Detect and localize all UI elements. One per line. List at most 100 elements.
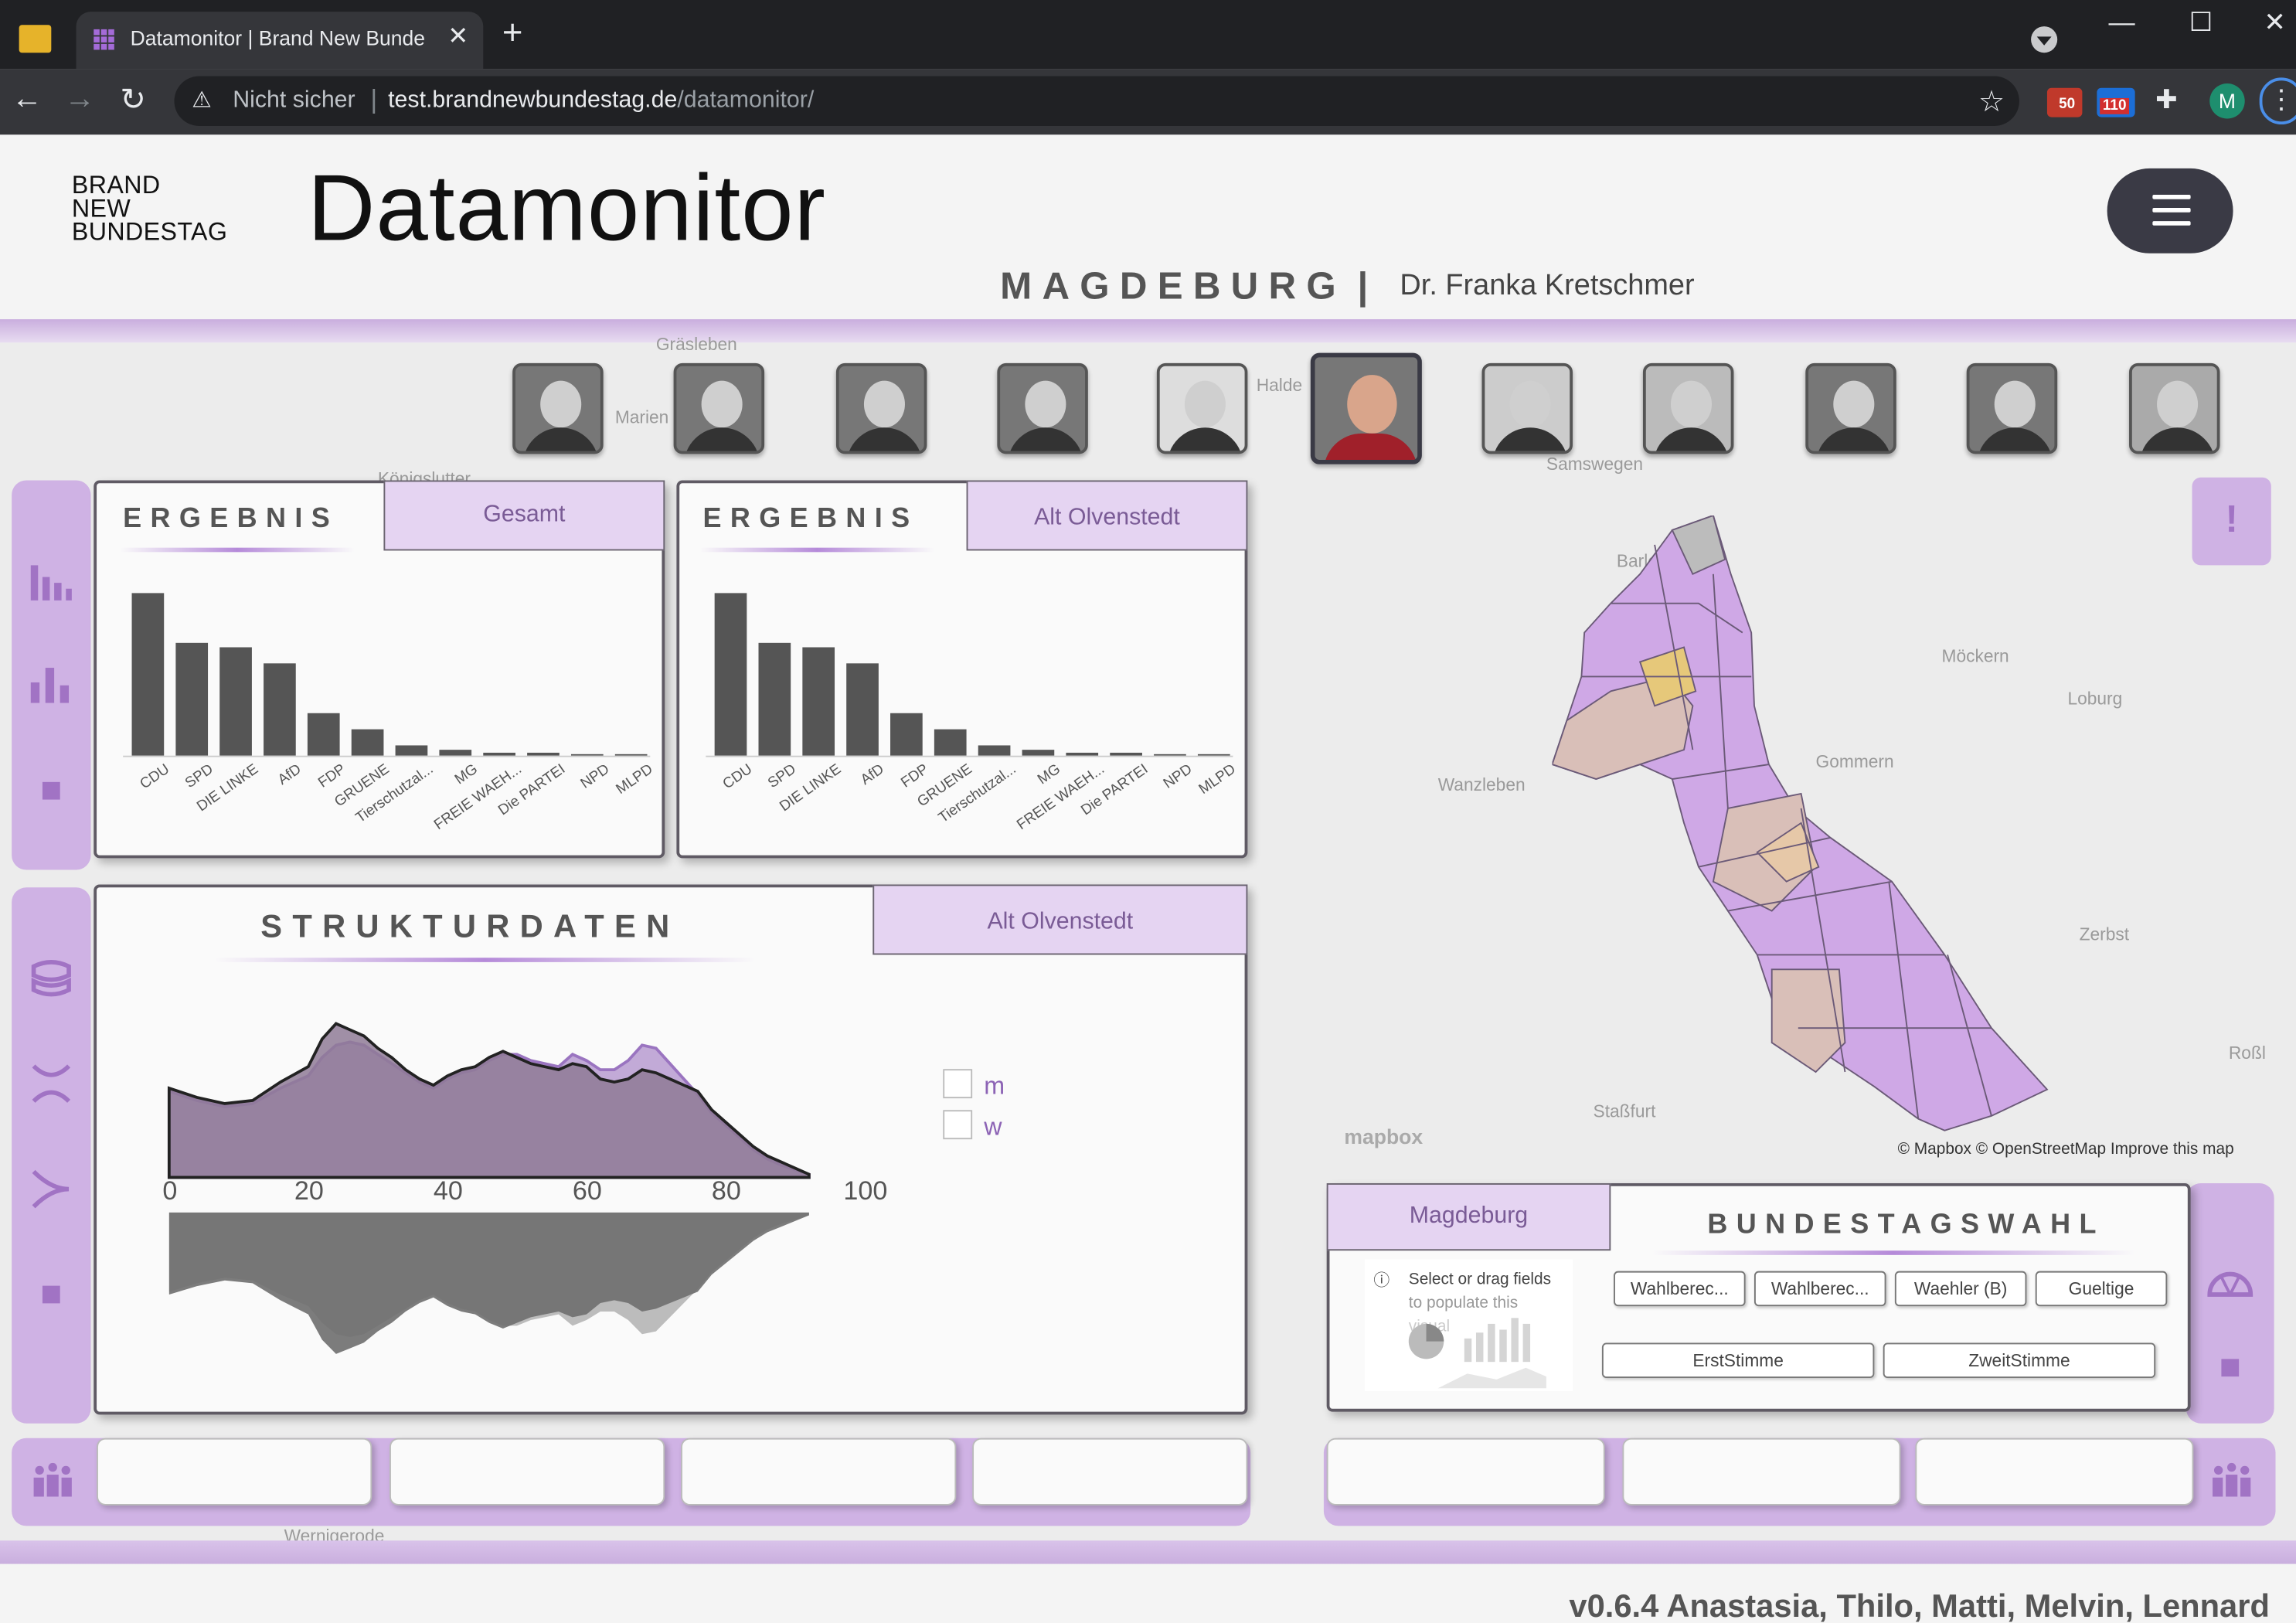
exclamation-icon[interactable]: ! [2192,477,2271,566]
bar-afd[interactable] [264,663,296,756]
extensions-puzzle-icon[interactable]: ✚ [2155,84,2178,114]
legend-w-checkbox[interactable] [943,1110,973,1140]
bar-mg[interactable] [1022,750,1055,756]
new-tab-button[interactable]: + [502,13,523,53]
bar-die-partei[interactable] [1110,753,1142,756]
browser-tab-active[interactable]: Datamonitor | Brand New Bunde ✕ [76,12,484,70]
close-window-icon[interactable]: ✕ [2264,7,2286,37]
filter-button[interactable]: Wahlberec... [1614,1271,1746,1307]
tab-magdeburg[interactable]: Magdeburg [1326,1182,1611,1251]
city-name: MAGDEBURG [1000,264,1346,308]
candidate-photo[interactable] [1156,362,1248,454]
bar-tierschutzal-[interactable] [395,744,428,756]
candidate-photo[interactable] [1481,362,1573,454]
bar-spd[interactable] [175,641,209,756]
bar-category-label: Tierschutzal... [353,761,437,827]
bar-die-partei[interactable] [527,753,560,756]
mail-extension-icon[interactable]: 110 [2097,87,2135,117]
erststimme-button[interactable]: ErstStimme [1601,1342,1875,1379]
summary-box[interactable] [972,1438,1248,1506]
candidate-photo[interactable] [2129,362,2220,454]
browser-menu-icon[interactable]: ⋮ [2259,77,2296,125]
candidate-photo[interactable] [1642,362,1734,454]
bar-afd[interactable] [846,663,879,756]
minimize-icon[interactable]: — [2108,7,2135,37]
bar-tierschutzal-[interactable] [978,744,1011,756]
close-tab-icon[interactable]: ✕ [447,22,469,50]
legend-m-checkbox[interactable] [943,1069,973,1099]
bar-cdu[interactable] [131,594,165,756]
back-icon[interactable]: ← [12,82,43,116]
square-icon[interactable] [2201,1350,2260,1407]
people-group-icon[interactable] [2202,1458,2261,1509]
bar-mlpd[interactable] [614,754,648,756]
candidate-photo[interactable] [835,362,927,454]
candidate-photo[interactable] [673,362,765,454]
filter-button[interactable]: Wahlberec... [1753,1271,1886,1307]
pie-gauge-icon[interactable] [2201,1265,2260,1311]
filter-button[interactable]: Waehler (B) [1894,1271,2027,1307]
summary-box[interactable] [1622,1438,1901,1506]
bar-spd[interactable] [758,641,791,756]
split-icon[interactable] [22,1060,80,1118]
summary-box[interactable] [681,1438,957,1506]
pyramid-icon[interactable] [22,954,80,1012]
tab-search-icon[interactable] [2031,26,2058,53]
map-attribution[interactable]: © Mapbox © OpenStreetMap Improve this ma… [1897,1141,2234,1159]
square-icon[interactable] [22,1271,80,1329]
zweitstimme-button[interactable]: ZweitStimme [1883,1342,2156,1379]
bar-chart-icon[interactable] [22,556,80,614]
candidate-photo[interactable] [997,362,1088,454]
mapbox-logo[interactable]: mapbox [1344,1125,1424,1148]
bar-die-linke[interactable] [219,647,252,756]
wahl-side-rail [2185,1182,2274,1424]
bar-freie-waeh-[interactable] [483,752,515,756]
summary-box[interactable] [97,1438,372,1506]
candidate-photo[interactable] [512,362,604,454]
bar-category-label: CDU [720,761,757,793]
district-map[interactable] [1552,515,2049,1145]
filter-button[interactable]: Gueltige [2035,1271,2168,1307]
bar-gruene[interactable] [351,728,384,756]
area-m-lower[interactable] [168,1212,809,1354]
x-axis-tick-label: 60 [572,1176,602,1206]
address-bar[interactable]: ⚠ Nicht sicher | test.brandnewbundestag.… [174,76,2019,126]
merge-icon[interactable] [22,1165,80,1223]
tab-alt-olvenstedt[interactable]: Alt Olvenstedt [872,884,1248,955]
candidate-photo-selected[interactable] [1310,352,1422,464]
bar-category-label: SPD [183,761,218,792]
bar-cdu[interactable] [714,594,747,756]
reload-icon[interactable]: ↻ [120,83,146,117]
summary-box[interactable] [1326,1438,1605,1506]
forward-icon[interactable]: → [64,82,96,116]
age-pyramid-svg [167,1022,811,1354]
app-header: BRAND NEW BUNDESTAG Datamonitor MAGDEBUR… [0,134,2296,320]
bar-freie-waeh-[interactable] [1066,752,1099,756]
extension-badge-icon[interactable]: 50 [2046,87,2083,117]
maximize-icon[interactable]: ☐ [2189,7,2213,37]
candidate-photo[interactable] [1805,362,1896,454]
population-icon[interactable] [22,662,80,719]
bar-mg[interactable] [439,750,472,756]
square-icon[interactable] [22,767,80,825]
bar-npd[interactable] [1154,753,1186,756]
bar-npd[interactable] [570,753,604,756]
summary-box[interactable] [389,1438,665,1506]
bar-fdp[interactable] [307,712,340,756]
people-group-icon[interactable] [23,1458,82,1509]
tab-gesamt[interactable]: Gesamt [383,480,665,551]
area-m-upper[interactable] [167,1022,811,1179]
header-divider [0,319,2296,343]
summary-box[interactable] [1915,1438,2194,1506]
brand-logo[interactable]: BRAND NEW BUNDESTAG [72,173,228,245]
tab-alt-olvenstedt[interactable]: Alt Olvenstedt [966,480,1248,551]
bar-die-linke[interactable] [802,647,835,756]
hamburger-menu-button[interactable] [2107,168,2233,253]
profile-avatar[interactable]: M [2209,83,2245,119]
candidate-photo[interactable] [1966,362,2058,454]
bookmark-star-icon[interactable]: ☆ [1978,86,2005,119]
bar-gruene[interactable] [934,728,967,756]
bar-fdp[interactable] [890,712,923,756]
candidate-name: Dr. Franka Kretschmer [1400,269,1695,302]
bar-mlpd[interactable] [1197,754,1230,756]
